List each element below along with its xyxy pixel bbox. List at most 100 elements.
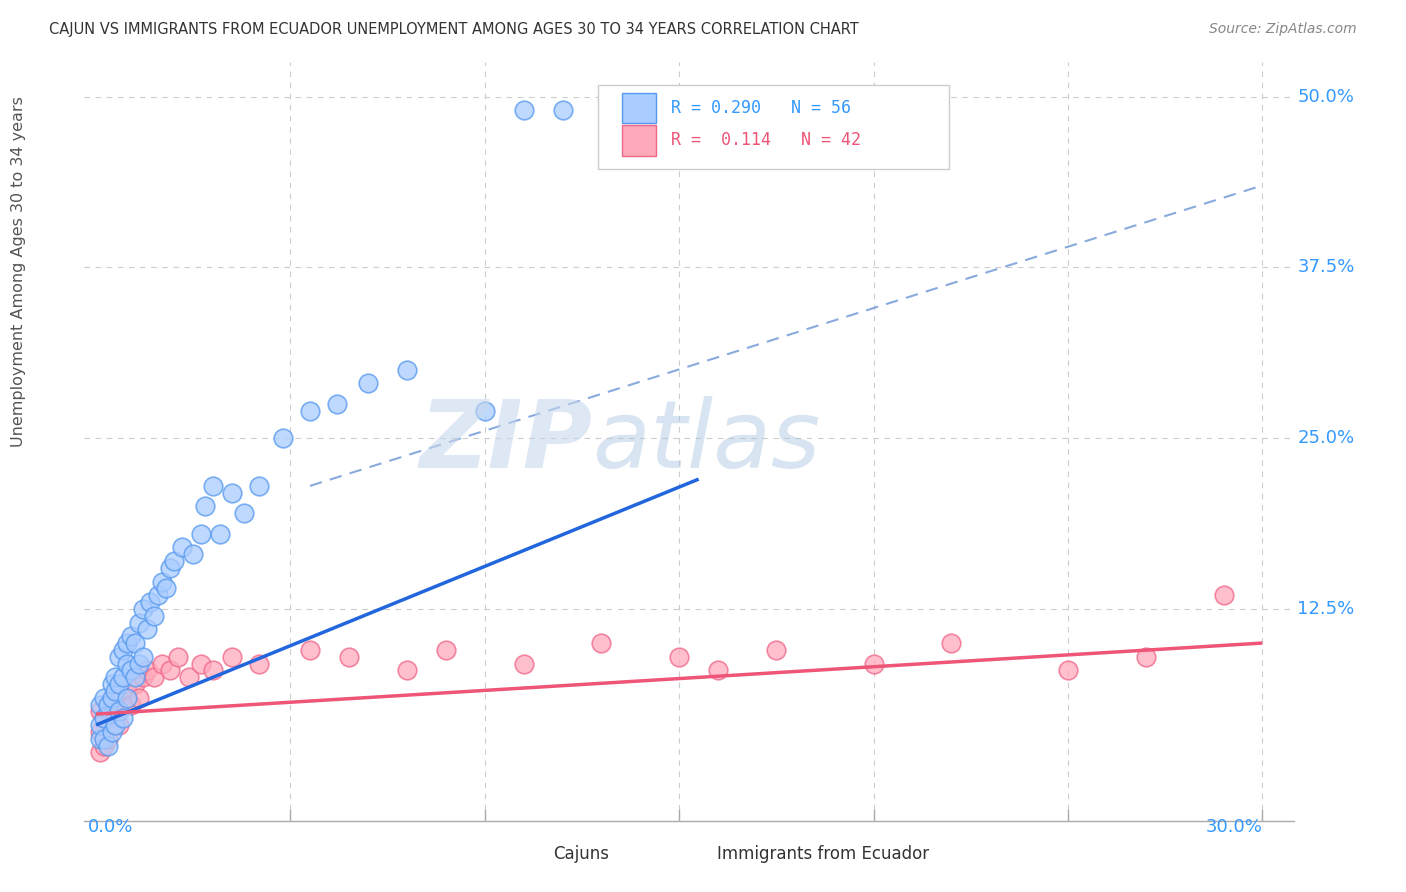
Point [97,731,120,746]
Point [97,698,120,712]
Point [131,670,153,684]
Point [112,698,135,712]
Point [128,615,150,630]
Point [941,636,963,650]
Point [89,731,111,746]
Point [150,574,173,589]
Point [89,704,111,718]
Point [115,636,138,650]
Point [124,636,146,650]
Point [357,376,380,391]
Point [120,698,142,712]
Text: CAJUN VS IMMIGRANTS FROM ECUADOR UNEMPLOYMENT AMONG AGES 30 TO 34 YEARS CORRELAT: CAJUN VS IMMIGRANTS FROM ECUADOR UNEMPLO… [49,22,859,37]
Point [150,657,173,671]
Point [396,664,419,678]
Text: 0.0%: 0.0% [89,818,134,836]
Point [112,670,135,684]
Point [166,649,188,664]
Point [474,404,496,418]
Text: ZIP: ZIP [419,395,592,488]
Point [163,554,186,568]
Point [104,670,127,684]
Point [1057,664,1080,678]
Text: 12.5%: 12.5% [1298,600,1354,618]
Point [271,431,294,445]
Point [1135,649,1157,664]
Point [201,664,224,678]
Point [209,526,232,541]
Point [179,670,201,684]
Point [100,724,122,739]
Point [120,629,142,643]
Point [551,103,574,118]
Bar [683,846,710,863]
Point [115,657,138,671]
Point [131,649,153,664]
Point [862,657,884,671]
Point [181,547,204,561]
Bar [623,125,657,155]
Point [93,690,115,705]
Text: Source: ZipAtlas.com: Source: ZipAtlas.com [1209,22,1357,37]
Point [128,657,150,671]
Point [93,711,115,725]
Point [131,602,153,616]
Text: Immigrants from Ecuador: Immigrants from Ecuador [717,845,929,863]
Text: R =  0.114   N = 42: R = 0.114 N = 42 [671,131,860,149]
Point [159,561,181,575]
Bar [520,846,547,863]
Point [89,745,111,759]
Point [115,684,138,698]
Point [201,479,224,493]
Point [128,690,150,705]
Point [337,649,360,664]
Point [512,657,534,671]
Point [89,724,111,739]
Point [89,718,111,732]
Point [115,690,138,705]
Point [190,657,212,671]
Point [512,103,534,118]
Text: atlas: atlas [592,396,821,487]
Point [765,643,787,657]
Bar [623,93,657,123]
Point [148,588,170,602]
Text: 50.0%: 50.0% [1298,87,1354,105]
Point [221,649,243,664]
Point [93,711,115,725]
Point [100,718,122,732]
Point [1212,588,1234,602]
Point [591,636,613,650]
Point [135,664,157,678]
Point [93,739,115,753]
Point [108,677,131,691]
Point [104,684,127,698]
Point [143,608,166,623]
Point [668,649,690,664]
Point [139,595,162,609]
Point [108,704,131,718]
Point [104,718,127,732]
Point [108,649,131,664]
Point [100,690,122,705]
Point [104,690,127,705]
Point [247,479,270,493]
Point [194,500,217,514]
Point [707,664,730,678]
Point [97,739,120,753]
Point [326,397,349,411]
Point [298,404,321,418]
Point [104,711,127,725]
FancyBboxPatch shape [599,85,949,169]
Point [112,711,135,725]
Point [124,670,146,684]
Text: 25.0%: 25.0% [1298,429,1354,447]
Point [232,506,254,520]
Point [108,718,131,732]
Point [434,643,457,657]
Text: Cajuns: Cajuns [554,845,610,863]
Point [93,731,115,746]
Point [112,643,135,657]
Point [135,623,157,637]
Point [190,526,212,541]
